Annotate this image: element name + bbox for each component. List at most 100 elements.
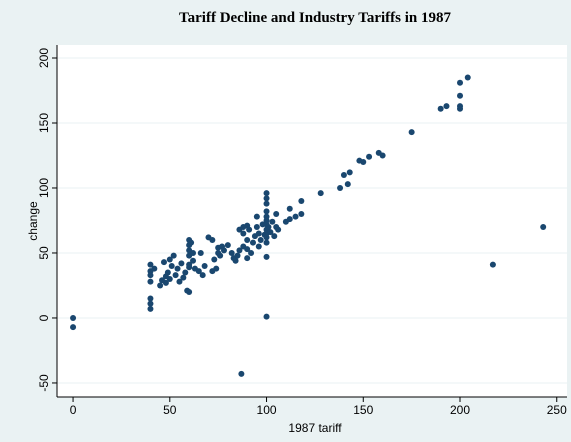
point bbox=[195, 268, 202, 275]
x-tick-label: 150 bbox=[353, 403, 373, 417]
point bbox=[246, 226, 253, 233]
x-tick-label: 100 bbox=[257, 403, 277, 417]
point bbox=[168, 262, 175, 269]
point bbox=[147, 300, 154, 307]
y-tick-label: 150 bbox=[37, 113, 51, 133]
point bbox=[166, 256, 173, 263]
point bbox=[70, 314, 77, 321]
point bbox=[244, 246, 251, 253]
point bbox=[70, 324, 77, 331]
x-tick-label: 0 bbox=[70, 403, 77, 417]
point bbox=[182, 269, 189, 276]
y-axis-title: change bbox=[26, 201, 40, 241]
point bbox=[265, 223, 272, 230]
point bbox=[457, 79, 464, 86]
point bbox=[164, 269, 171, 276]
point bbox=[263, 239, 270, 246]
point bbox=[217, 252, 224, 259]
point bbox=[360, 158, 367, 165]
point bbox=[244, 236, 251, 243]
point bbox=[220, 247, 227, 254]
point bbox=[199, 272, 206, 279]
point bbox=[147, 261, 154, 268]
point bbox=[286, 205, 293, 212]
point bbox=[157, 282, 164, 289]
point bbox=[197, 249, 204, 256]
point bbox=[174, 265, 181, 272]
point bbox=[263, 253, 270, 260]
point bbox=[166, 275, 173, 282]
point bbox=[344, 181, 351, 188]
point bbox=[489, 261, 496, 268]
point bbox=[240, 230, 247, 237]
point bbox=[211, 256, 218, 263]
point bbox=[172, 272, 179, 279]
point bbox=[286, 216, 293, 223]
x-tick-label: 200 bbox=[450, 403, 470, 417]
point bbox=[275, 226, 282, 233]
point bbox=[151, 265, 158, 272]
point bbox=[263, 313, 270, 320]
point bbox=[464, 74, 471, 81]
point bbox=[337, 184, 344, 191]
y-tick-label: 100 bbox=[37, 178, 51, 198]
point bbox=[147, 295, 154, 302]
point bbox=[379, 152, 386, 159]
point bbox=[340, 171, 347, 178]
point bbox=[178, 260, 185, 267]
point bbox=[232, 257, 239, 264]
point bbox=[248, 249, 255, 256]
point bbox=[180, 274, 187, 281]
point bbox=[236, 247, 243, 254]
point bbox=[267, 229, 274, 236]
point bbox=[317, 190, 324, 197]
point bbox=[271, 233, 278, 240]
point bbox=[263, 208, 270, 215]
y-tick-label: 200 bbox=[37, 48, 51, 68]
y-tick-label: -50 bbox=[37, 374, 51, 392]
point bbox=[255, 243, 262, 250]
point bbox=[443, 103, 450, 110]
point bbox=[190, 257, 197, 264]
point bbox=[346, 169, 353, 176]
point bbox=[437, 105, 444, 112]
x-axis-title: 1987 tariff bbox=[288, 421, 342, 435]
point bbox=[190, 249, 197, 256]
point bbox=[273, 210, 280, 217]
point bbox=[188, 239, 195, 246]
point bbox=[147, 305, 154, 312]
y-tick-label: 50 bbox=[37, 246, 51, 260]
point bbox=[186, 288, 193, 295]
point bbox=[238, 370, 245, 377]
point bbox=[224, 242, 231, 249]
point bbox=[263, 234, 270, 241]
point bbox=[298, 197, 305, 204]
point bbox=[366, 153, 373, 160]
point bbox=[160, 259, 167, 266]
point bbox=[255, 230, 262, 237]
point bbox=[244, 255, 251, 262]
point bbox=[186, 261, 193, 268]
point bbox=[253, 213, 260, 220]
y-tick-label: 0 bbox=[37, 314, 51, 321]
point bbox=[228, 249, 235, 256]
point bbox=[292, 213, 299, 220]
point bbox=[263, 200, 270, 207]
point bbox=[269, 218, 276, 225]
point bbox=[263, 190, 270, 197]
point bbox=[457, 105, 464, 112]
x-tick-label: 250 bbox=[547, 403, 567, 417]
point bbox=[209, 236, 216, 243]
point bbox=[176, 278, 183, 285]
point bbox=[263, 195, 270, 202]
point bbox=[408, 129, 415, 136]
point bbox=[147, 272, 154, 279]
point bbox=[257, 236, 264, 243]
point bbox=[540, 223, 547, 230]
point bbox=[253, 223, 260, 230]
plot-area bbox=[57, 45, 567, 397]
x-tick-label: 50 bbox=[163, 403, 177, 417]
point bbox=[201, 262, 208, 269]
